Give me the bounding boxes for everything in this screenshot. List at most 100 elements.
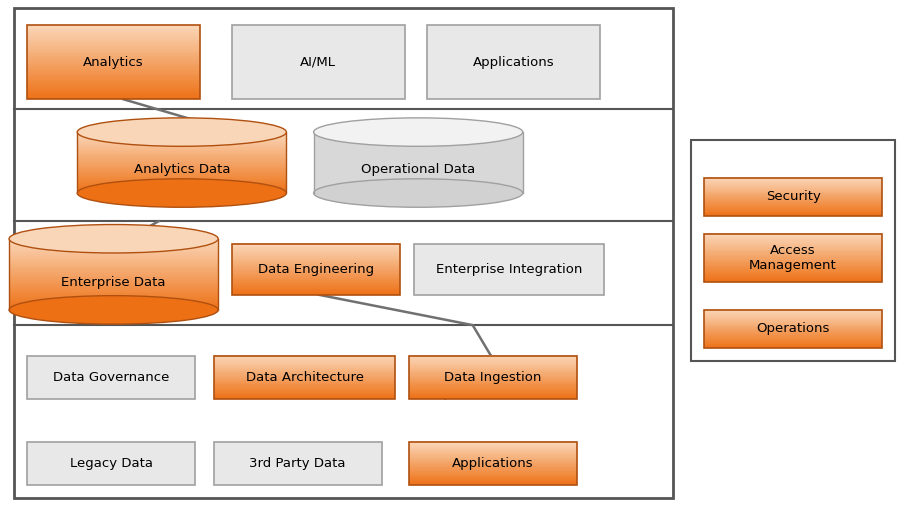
Bar <box>214 356 395 358</box>
Text: Enterprise Integration: Enterprise Integration <box>435 263 583 276</box>
Bar <box>409 478 577 480</box>
Bar <box>409 447 577 449</box>
Bar <box>704 234 882 236</box>
Bar <box>704 245 882 247</box>
Bar <box>704 193 882 194</box>
Bar <box>77 174 286 176</box>
Bar <box>691 140 895 361</box>
Bar <box>77 185 286 187</box>
Bar <box>704 247 882 249</box>
Bar <box>704 268 882 270</box>
Bar <box>409 390 577 391</box>
Bar <box>77 188 286 190</box>
Bar <box>704 342 882 343</box>
Bar <box>232 262 400 264</box>
Bar <box>27 42 200 44</box>
Bar <box>409 394 577 396</box>
Bar <box>704 271 882 272</box>
Bar <box>409 448 577 450</box>
Bar <box>704 214 882 216</box>
Bar <box>409 387 577 388</box>
Bar <box>704 209 882 210</box>
Bar <box>409 474 577 475</box>
Bar <box>409 482 577 483</box>
Bar <box>214 442 382 485</box>
Bar <box>214 389 395 390</box>
Bar <box>409 479 577 481</box>
Bar <box>77 168 286 170</box>
Bar <box>409 366 577 367</box>
Bar <box>704 266 882 267</box>
Bar <box>704 239 882 241</box>
Bar <box>232 290 400 292</box>
Bar <box>704 249 882 250</box>
Bar <box>704 267 882 269</box>
Bar <box>409 393 577 395</box>
Bar <box>704 255 882 257</box>
Bar <box>704 194 882 195</box>
Bar <box>704 345 882 347</box>
Bar <box>409 471 577 473</box>
Bar <box>77 156 286 158</box>
Bar <box>409 374 577 376</box>
Bar <box>409 370 577 372</box>
Bar <box>704 234 882 282</box>
Bar <box>409 456 577 457</box>
Bar <box>77 171 286 173</box>
Bar <box>704 197 882 198</box>
Bar <box>214 393 395 395</box>
Bar <box>214 383 395 385</box>
Bar <box>232 25 405 99</box>
Bar <box>27 36 200 38</box>
Bar <box>9 256 218 258</box>
Bar <box>704 236 882 237</box>
Bar <box>409 356 577 399</box>
Bar <box>232 244 400 295</box>
Bar <box>704 180 882 182</box>
Bar <box>704 279 882 281</box>
Bar <box>77 176 286 178</box>
Bar <box>9 282 218 285</box>
Bar <box>77 170 286 172</box>
Bar <box>232 271 400 273</box>
Bar <box>232 260 400 262</box>
Bar <box>704 185 882 186</box>
Bar <box>27 87 200 90</box>
Bar <box>27 93 200 96</box>
Bar <box>232 279 400 280</box>
Bar <box>27 49 200 51</box>
Bar <box>704 326 882 327</box>
Bar <box>9 252 218 255</box>
Bar <box>409 391 577 392</box>
Bar <box>409 396 577 398</box>
Bar <box>409 371 577 373</box>
Bar <box>704 336 882 337</box>
Bar <box>704 260 882 262</box>
Bar <box>232 261 400 263</box>
Bar <box>77 182 286 184</box>
Bar <box>214 392 395 393</box>
Bar <box>77 151 286 153</box>
Bar <box>704 183 882 184</box>
Bar <box>704 237 882 238</box>
Bar <box>77 148 286 150</box>
Bar <box>77 144 286 146</box>
Bar <box>704 202 882 204</box>
Bar <box>704 280 882 282</box>
Bar <box>409 375 577 377</box>
Bar <box>704 205 882 206</box>
Bar <box>704 182 882 183</box>
Bar <box>409 483 577 484</box>
Bar <box>232 265 400 267</box>
Bar <box>214 356 395 399</box>
Bar <box>9 242 218 244</box>
Bar <box>27 86 200 88</box>
Bar <box>409 367 577 369</box>
Bar <box>704 325 882 326</box>
Bar <box>27 52 200 55</box>
Bar <box>27 30 200 33</box>
Bar <box>232 292 400 294</box>
Bar <box>9 288 218 291</box>
Bar <box>214 355 395 357</box>
Bar <box>214 366 395 367</box>
